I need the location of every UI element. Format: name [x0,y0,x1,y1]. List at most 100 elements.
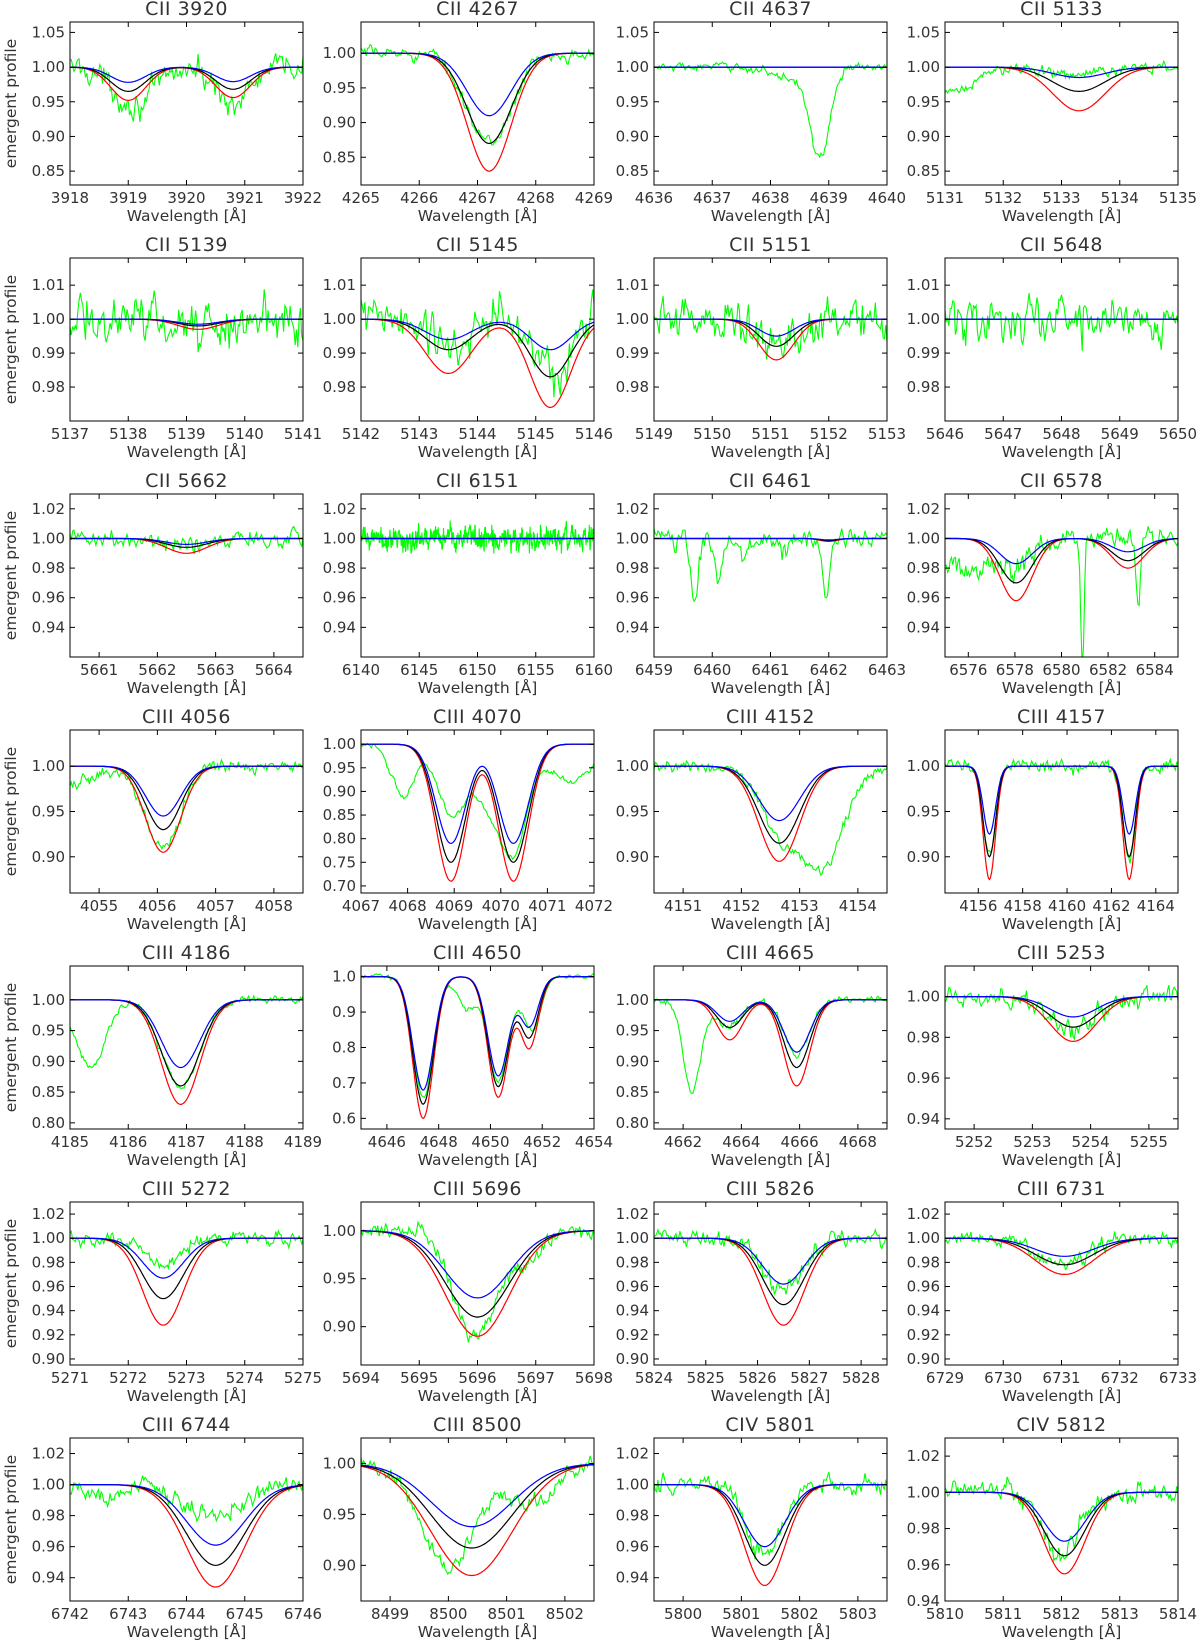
plot-frame [653,1437,888,1602]
x-tick-label: 4640 [868,189,906,207]
x-tick-label: 5696 [458,1369,496,1387]
x-tick-label: 4056 [138,897,176,915]
y-axis-label: emergent profile [2,39,20,168]
x-tick-label: 6462 [810,661,848,679]
y-tick-label: 0.96 [907,589,940,607]
y-tick-label: 0.99 [616,344,649,362]
model-curve-blue [945,66,1178,79]
observed-spectrum [361,520,594,555]
model-curve-blue [945,1491,1178,1542]
model-curve-blue [70,66,303,83]
x-tick-label: 6745 [226,1605,264,1623]
y-tick-label: 1.00 [907,988,940,1006]
y-tick-label: 0.96 [616,1538,649,1556]
y-tick-label: 0.94 [32,1569,65,1587]
x-tick-label: 5814 [1159,1605,1197,1623]
x-tick-label: 4055 [80,897,118,915]
x-tick-label: 3922 [284,189,322,207]
x-tick-label: 4067 [342,897,380,915]
y-tick-label: 1.00 [907,529,940,547]
model-curve-red [361,52,594,172]
model-curve-blue [945,995,1178,1018]
y-tick-label: 1.00 [32,310,65,328]
panel-title: CII 6578 [1020,470,1103,492]
panel-cii-4267: CII 4267 4265 4266 4267 4268 4269 0.85 0.90 0.95… [323,0,614,225]
model-curve-red [945,1491,1178,1575]
panel-ciii-6744: CIII 6744 6742 6743 6744 6745 6746 0.94 0.96 0.9… [2,1414,322,1641]
x-tick-label: 6731 [1042,1369,1080,1387]
y-tick-label: 0.75 [323,853,356,871]
plot-frame [360,257,595,422]
y-tick-label: 0.90 [907,127,940,145]
observed-spectrum [70,994,303,1090]
plot-frame [653,257,888,422]
x-tick-label: 3921 [226,189,264,207]
observed-spectrum [945,1476,1178,1563]
y-tick-label: 0.80 [32,1114,65,1132]
observed-spectrum [654,296,887,360]
x-tick-label: 5152 [810,425,848,443]
x-axis-label: Wavelength [Å] [1002,1622,1122,1641]
y-tick-label: 0.94 [32,618,65,636]
panel-ciii-5826: CIII 5826 5824 5825 5826 5827 5828 0.90 0.92 0.9… [616,1178,888,1405]
x-axis-label: Wavelength [Å] [711,1386,831,1405]
x-tick-label: 6463 [868,661,906,679]
x-axis-label: Wavelength [Å] [127,1386,247,1405]
model-curve-blue [70,1237,303,1279]
panel-civ-5801: CIV 5801 5800 5801 5802 5803 0.94 0.96 0.98 1.00… [616,1414,888,1641]
x-tick-label: 6746 [284,1605,322,1623]
model-curve-blue [654,1237,887,1285]
x-tick-label: 4069 [435,897,473,915]
x-tick-label: 4072 [575,897,613,915]
model-curve-red [361,1230,594,1337]
y-tick-label: 1.02 [32,1205,65,1223]
x-tick-label: 5151 [751,425,789,443]
x-axis-label: Wavelength [Å] [1002,678,1122,697]
plot-frame [944,257,1179,422]
y-tick-label: 0.70 [323,877,356,895]
y-tick-label: 1.00 [616,529,649,547]
y-tick-label: 0.92 [616,1326,649,1344]
panel-title: CIV 5812 [1016,1414,1106,1436]
y-axis-label: emergent profile [2,1455,20,1584]
x-tick-label: 4269 [575,189,613,207]
y-tick-label: 0.80 [323,830,356,848]
observed-spectrum [70,525,303,555]
observed-spectrum [945,526,1178,657]
plot-frame [653,729,888,894]
x-axis-label: Wavelength [Å] [1002,442,1122,461]
panel-civ-5812: CIV 5812 5810 5811 5812 5813 5814 0.94 0.96 0.98… [907,1414,1198,1641]
x-tick-label: 5133 [1042,189,1080,207]
observed-spectrum [361,43,594,146]
panel-title: CIII 4186 [142,942,231,964]
x-tick-label: 5648 [1042,425,1080,443]
x-tick-label: 4162 [1092,897,1130,915]
x-axis-label: Wavelength [Å] [127,914,247,933]
x-tick-label: 4071 [528,897,566,915]
y-tick-label: 1.02 [32,500,65,518]
model-curve-blue [361,318,594,351]
observed-spectrum [654,528,887,603]
x-tick-label: 4154 [839,897,877,915]
plot-frame [653,21,888,186]
model-curve-blue [361,975,594,1091]
y-tick-label: 1.05 [32,23,65,41]
y-tick-label: 1.00 [907,58,940,76]
observed-spectrum [945,59,1178,95]
panel-ciii-4186: CIII 4186 4185 4186 4187 4188 4189 0.80 0.85 0.9… [2,942,322,1169]
x-tick-label: 4160 [1048,897,1086,915]
y-tick-label: 1.00 [323,1454,356,1472]
x-tick-label: 4268 [517,189,555,207]
y-tick-label: 0.85 [907,162,940,180]
model-curve-black [361,975,594,1105]
model-curve-blue [70,318,303,325]
y-tick-label: 0.6 [332,1109,356,1127]
x-tick-label: 5827 [790,1369,828,1387]
x-axis-label: Wavelength [Å] [418,1386,538,1405]
x-tick-label: 4637 [693,189,731,207]
y-tick-label: 1.02 [616,1205,649,1223]
x-tick-label: 6140 [342,661,380,679]
y-tick-label: 0.99 [323,344,356,362]
y-tick-label: 0.99 [907,344,940,362]
x-tick-label: 5274 [226,1369,264,1387]
